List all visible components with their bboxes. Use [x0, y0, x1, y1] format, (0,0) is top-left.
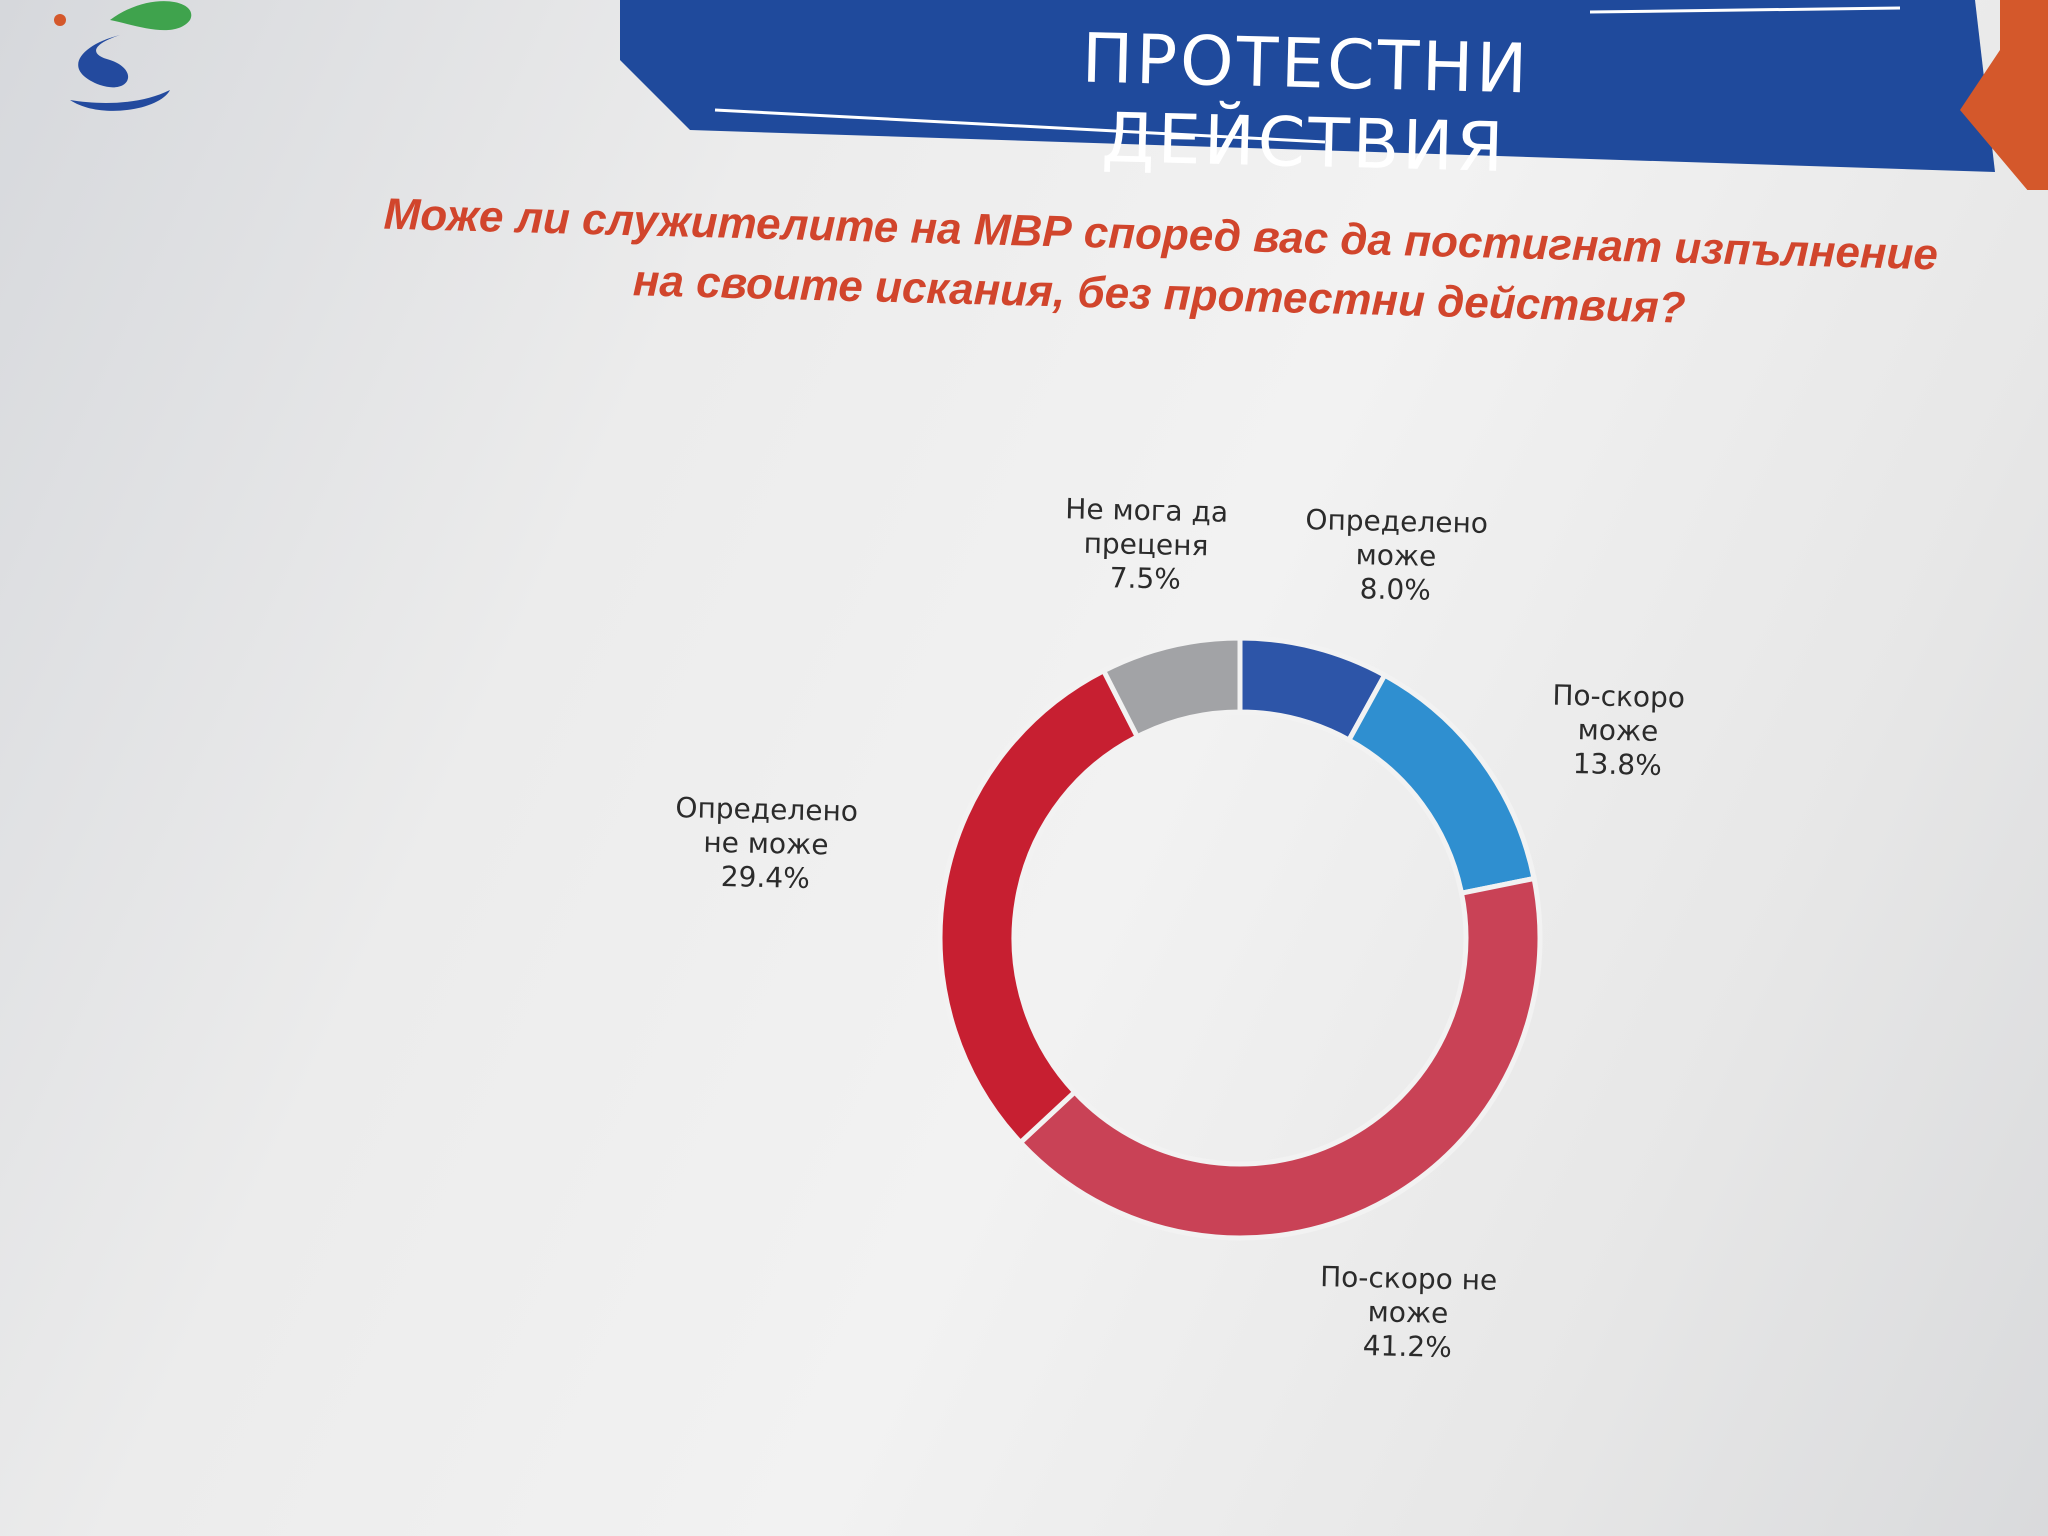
slice-label-line-2: не може	[703, 825, 829, 862]
slice-value-label: 13.8%	[1572, 747, 1663, 782]
banner-orange-tab	[1960, 0, 2048, 190]
slice-label-definitely-can: Определено може 8.0%	[1265, 502, 1527, 609]
slice-label-rather-cannot: По-скоро не може 41.2%	[1277, 1259, 1539, 1366]
slice-value-label: 8.0%	[1359, 572, 1432, 607]
donut-slice-definitely-cannot	[937, 667, 1141, 1147]
slice-value-label: 7.5%	[1109, 561, 1182, 596]
slice-label-line-1: По-скоро	[1552, 678, 1686, 715]
donut-slice-rather-cannot	[1016, 875, 1543, 1241]
slice-label-line-1: По-скоро не	[1319, 1260, 1498, 1297]
banner-blue-band	[620, 0, 1995, 172]
slice-label-line-2: преценя	[1083, 526, 1209, 563]
slice-label-cannot-judge: Не мога да преценя 7.5%	[1015, 491, 1277, 598]
slice-label-line-1: Определено	[1305, 503, 1489, 540]
slice-label-line-2: може	[1577, 713, 1659, 748]
slice-label-line-1: Определено	[675, 791, 859, 828]
slice-value-label: 41.2%	[1362, 1329, 1453, 1364]
slice-label-line-2: може	[1367, 1295, 1449, 1330]
donut-slice-cannot-judge	[1100, 635, 1243, 741]
organization-logo	[54, 1, 192, 111]
slice-label-line-2: може	[1355, 538, 1437, 573]
header-banner	[620, 0, 2048, 190]
slice-label-definitely-cannot: Определено не може 29.4%	[635, 790, 897, 897]
slice-label-rather-can: По-скоро може 13.8%	[1487, 677, 1749, 784]
slice-label-line-1: Не мога да	[1065, 492, 1229, 529]
slice-value-label: 29.4%	[720, 860, 811, 895]
